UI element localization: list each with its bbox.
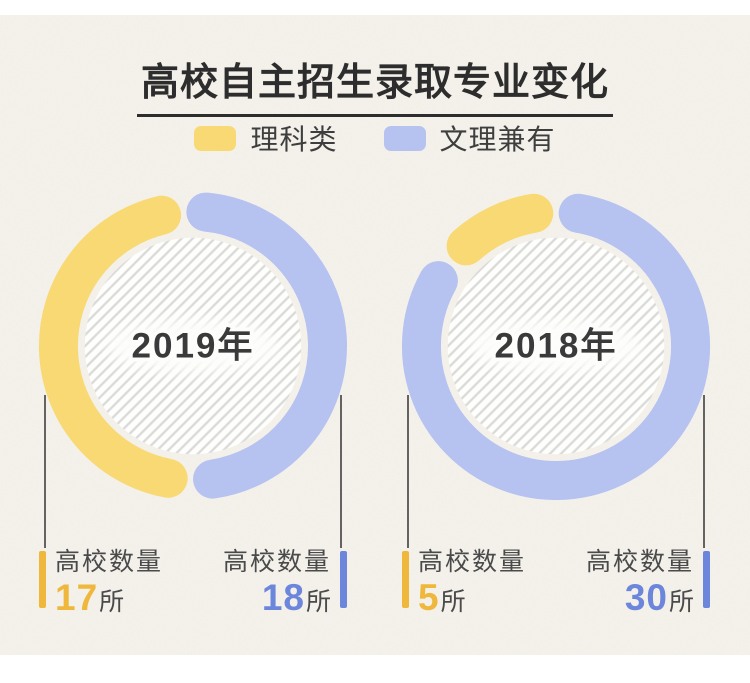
stat-text-science-2019: 高校数量 17 所 (55, 548, 163, 616)
stat-unit: 所 (668, 587, 694, 616)
connector-line-right-2018 (703, 395, 705, 548)
stat-number: 30 (624, 576, 668, 618)
stat-number: 5 (418, 576, 440, 618)
stat-both-2019: 高校数量 18 所 (223, 548, 347, 616)
donut-chart-2019: 2019年 高校数量 17 所 高校数量 (37, 190, 349, 618)
stat-unit: 所 (305, 587, 331, 616)
stat-title: 高校数量 (222, 548, 331, 576)
donut-chart-2018: 2018年 高校数量 5 所 高校数量 (400, 190, 712, 618)
connector-line-left-2018 (407, 395, 409, 548)
legend-swatch-blue (383, 125, 426, 151)
stat-title: 高校数量 (55, 548, 164, 576)
stat-value: 30 所 (586, 579, 694, 616)
connector-line-left-2019 (44, 395, 46, 548)
stat-science-2018: 高校数量 5 所 (402, 548, 526, 616)
stat-text-science-2018: 高校数量 5 所 (418, 548, 526, 616)
legend-label-both: 文理兼有 (439, 124, 556, 155)
donut-segment-理科类 (446, 193, 554, 266)
paper-panel: 高校自主招生录取专业变化 理科类 文理兼有 2019年 高校数量 (0, 15, 750, 655)
title-row: 高校自主招生录取专业变化 (0, 51, 750, 117)
stat-unit: 所 (440, 587, 466, 616)
legend-item-science: 理科类 (194, 118, 337, 158)
center-year-label: 2019年 (132, 327, 255, 366)
page-title: 高校自主招生录取专业变化 (136, 51, 613, 117)
stat-value: 17 所 (55, 579, 163, 616)
stat-value: 18 所 (223, 579, 331, 616)
legend-label-science: 理科类 (250, 124, 338, 155)
stat-number: 18 (261, 576, 305, 618)
stat-unit: 所 (99, 587, 125, 616)
stats-row-2018: 高校数量 5 所 高校数量 30 所 (402, 548, 710, 616)
center-year-label: 2018年 (495, 327, 618, 366)
stat-text-both-2018: 高校数量 30 所 (586, 548, 694, 616)
stat-bar-blue-2019 (340, 551, 347, 608)
stat-value: 5 所 (418, 579, 526, 616)
stat-both-2018: 高校数量 30 所 (586, 548, 710, 616)
stat-bar-blue-2018 (703, 551, 710, 608)
stat-text-both-2019: 高校数量 18 所 (223, 548, 331, 616)
stat-bar-yellow-2019 (39, 551, 46, 608)
connector-line-right-2019 (340, 395, 342, 548)
donut-2019: 2019年 (38, 192, 348, 499)
stats-row-2019: 高校数量 17 所 高校数量 18 所 (39, 548, 347, 616)
donut-2018: 2018年 (401, 193, 711, 501)
legend-item-both: 文理兼有 (383, 118, 556, 158)
stat-title: 高校数量 (585, 548, 694, 576)
legend-swatch-yellow (194, 125, 237, 151)
stat-title: 高校数量 (418, 548, 527, 576)
legend: 理科类 文理兼有 (0, 118, 750, 158)
stat-bar-yellow-2018 (402, 551, 409, 608)
stat-science-2019: 高校数量 17 所 (39, 548, 163, 616)
stat-number: 17 (55, 576, 99, 618)
